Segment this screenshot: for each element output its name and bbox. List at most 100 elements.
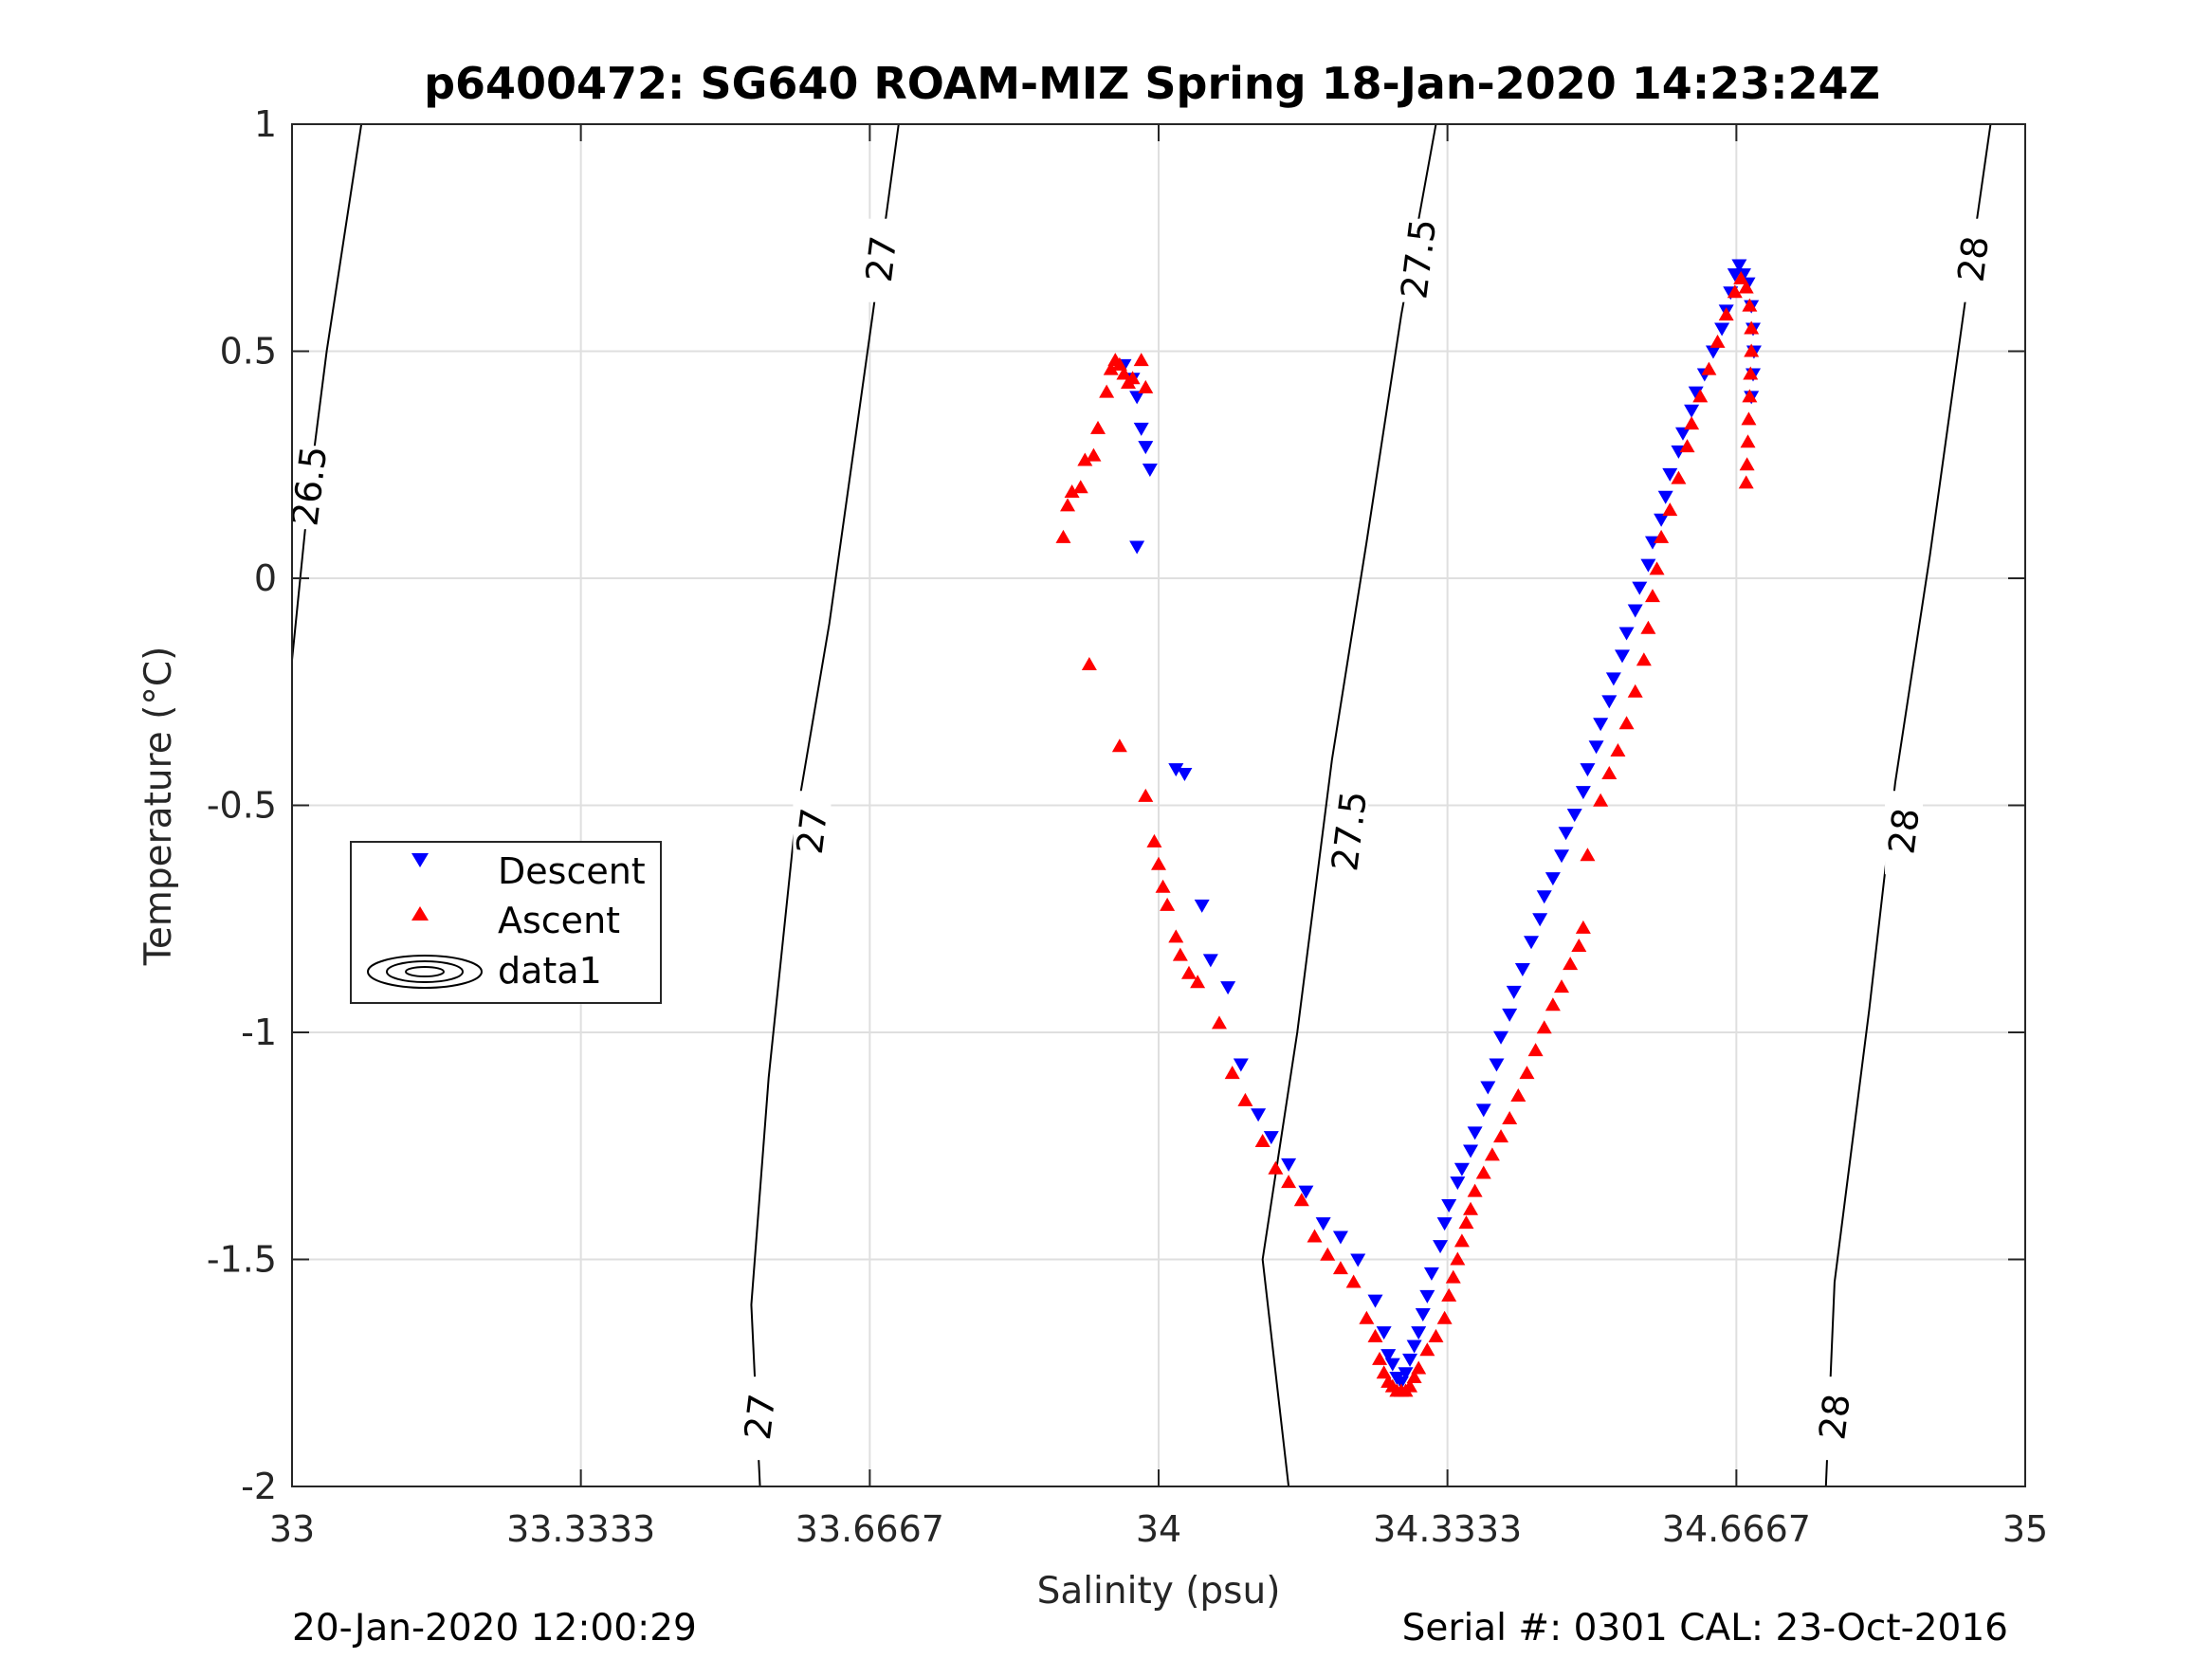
descent-point	[1129, 540, 1145, 555]
ascent-point	[1124, 371, 1141, 385]
descent-point	[1142, 464, 1158, 478]
descent-point	[1315, 1217, 1331, 1231]
ascent-point	[1463, 1201, 1479, 1215]
ascent-point	[1402, 1378, 1418, 1393]
ascent-point	[1428, 1328, 1444, 1342]
chart-title: p6400472: SG640 ROAM-MIZ Spring 18-Jan-2…	[424, 58, 1880, 109]
ascent-point	[1376, 1365, 1392, 1379]
descent-point	[1393, 1376, 1409, 1390]
descent-point	[1632, 581, 1648, 595]
contour-label-bg	[1815, 1376, 1854, 1461]
descent-point	[1384, 1358, 1400, 1372]
ascent-point	[1679, 439, 1695, 453]
ascent-point	[1254, 1133, 1271, 1147]
ascent-point	[1367, 1328, 1383, 1342]
ascent-point	[1575, 920, 1591, 934]
legend-contour-icon	[367, 955, 483, 989]
descent-point	[1298, 1185, 1314, 1199]
y-tick-label: -1.5	[207, 1239, 277, 1281]
ascent-point	[1453, 1233, 1470, 1248]
y-tick-label: 0.5	[220, 331, 277, 373]
ascent-point	[1155, 879, 1171, 893]
ascent-point	[1563, 957, 1579, 971]
contour-label: 28	[1949, 233, 1997, 283]
ascent-point	[1268, 1160, 1284, 1175]
descent-point	[1411, 1326, 1427, 1340]
descent-point	[1475, 1103, 1491, 1118]
ascent-point	[1739, 457, 1755, 471]
ascent-point	[1742, 298, 1758, 312]
descent-point	[1735, 268, 1751, 283]
ascent-point	[1211, 1015, 1227, 1030]
ascent-point	[1111, 738, 1127, 753]
ascent-point	[1168, 929, 1184, 943]
ascent-point	[1618, 716, 1635, 730]
descent-point	[1423, 1267, 1439, 1281]
descent-point	[1493, 1030, 1509, 1045]
ascent-point	[1654, 529, 1670, 543]
ascent-point	[1662, 502, 1678, 517]
contour-label: 28	[1880, 806, 1928, 856]
descent-point	[1168, 763, 1184, 777]
ascent-point	[1493, 1129, 1509, 1143]
ascent-point	[1111, 356, 1127, 371]
contour-label-bg	[1954, 218, 1993, 302]
ascent-point	[1345, 1274, 1362, 1288]
ascent-point	[1701, 361, 1717, 375]
legend-ascent-marker	[411, 906, 429, 921]
descent-point	[1441, 1199, 1457, 1213]
ascent-point	[1086, 447, 1102, 462]
descent-point	[1177, 767, 1193, 781]
descent-point	[1524, 936, 1540, 950]
contour-label-bg	[740, 1376, 779, 1461]
ascent-point	[1545, 997, 1561, 1012]
ascent-point	[1536, 1020, 1552, 1034]
legend: Descent Ascent data1	[350, 841, 662, 1004]
descent-point	[1489, 1058, 1505, 1072]
descent-point	[1202, 954, 1218, 968]
ascent-point	[1133, 353, 1149, 367]
descent-point	[1332, 1231, 1348, 1245]
ascent-point	[1055, 529, 1071, 543]
descent-point	[1558, 827, 1574, 841]
ascent-point	[1372, 1351, 1388, 1365]
ascent-point	[1554, 979, 1570, 994]
ascent-point	[1742, 389, 1758, 403]
ascent-point	[1692, 389, 1709, 403]
ascent-point	[1224, 1066, 1240, 1080]
ascent-point	[1738, 280, 1754, 294]
ascent-point	[1458, 1215, 1474, 1230]
x-tick-label: 33	[269, 1508, 315, 1550]
x-tick-label: 35	[2002, 1508, 2048, 1550]
ascent-point	[1072, 480, 1088, 494]
ascent-point	[1527, 1043, 1544, 1057]
descent-point	[1532, 913, 1548, 927]
descent-point	[1566, 809, 1582, 823]
ascent-point	[1090, 420, 1106, 434]
legend-data1-label: data1	[498, 950, 602, 992]
ascent-point	[1640, 620, 1656, 634]
ascent-point	[1741, 411, 1757, 426]
descent-point	[1705, 345, 1721, 359]
ascent-point	[1510, 1088, 1526, 1103]
ascent-point	[1281, 1175, 1297, 1189]
ascent-point	[1081, 657, 1097, 671]
descent-point	[1480, 1081, 1496, 1095]
descent-point	[1554, 849, 1570, 864]
contour-label-bg	[1885, 791, 1924, 875]
contour-label: 27	[737, 1392, 784, 1442]
ascent-point	[1738, 475, 1754, 489]
contour-label: 27.5	[1324, 789, 1375, 873]
y-axis-ticks: -2 -1.5 -1 -0.5 0 0.5 1	[207, 103, 2025, 1507]
grid	[291, 123, 2026, 1487]
x-tick-label: 34.3333	[1373, 1508, 1522, 1550]
ascent-point	[1190, 975, 1206, 989]
descent-point	[1220, 981, 1236, 995]
ascent-point	[1519, 1066, 1535, 1080]
descent-point	[1657, 490, 1673, 504]
y-tick-label: -2	[241, 1466, 277, 1507]
ascent-point	[1293, 1193, 1309, 1207]
ascent-point	[1099, 384, 1115, 398]
